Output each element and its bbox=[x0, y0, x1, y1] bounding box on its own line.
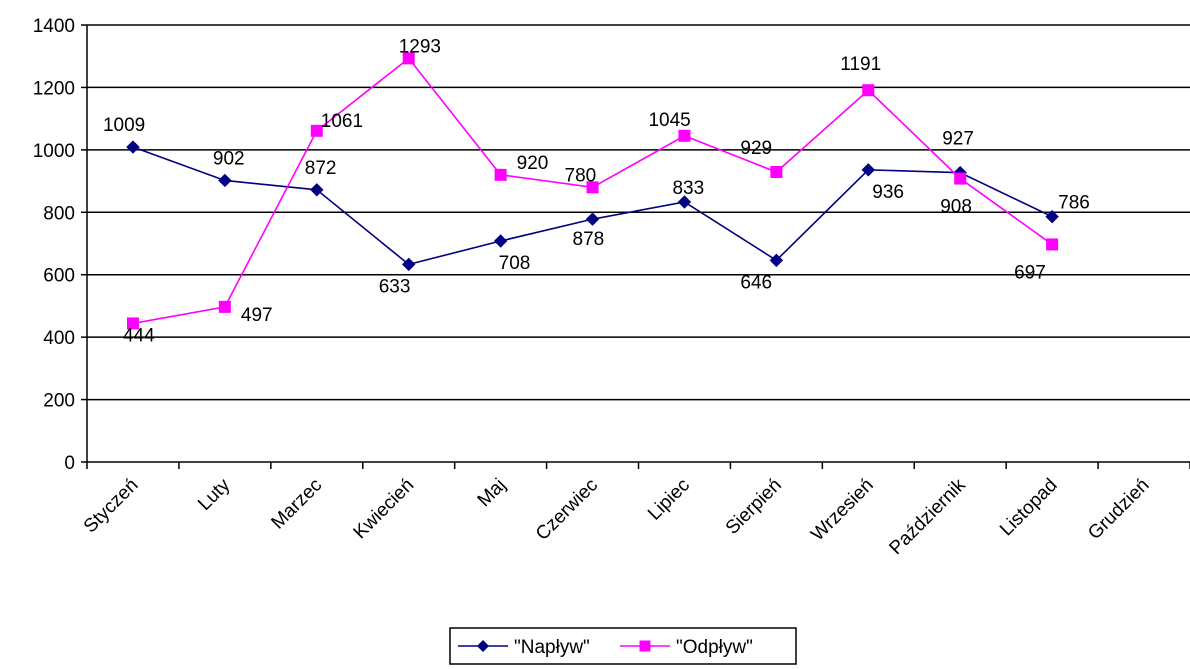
data-label: 833 bbox=[672, 178, 704, 199]
legend-entry: "Odpływ" bbox=[676, 637, 753, 658]
point-1-4 bbox=[494, 168, 507, 181]
x-tick-label: Wrzesień bbox=[807, 475, 878, 546]
data-label: 633 bbox=[379, 276, 411, 297]
data-label: 878 bbox=[573, 229, 605, 250]
legend-marker bbox=[639, 640, 651, 652]
point-1-10 bbox=[1046, 238, 1059, 251]
point-1-5 bbox=[586, 181, 599, 194]
point-1-1 bbox=[218, 300, 231, 313]
point-0-10 bbox=[1045, 209, 1059, 224]
y-tick-label: 0 bbox=[64, 453, 75, 474]
y-tick-label: 600 bbox=[43, 266, 75, 287]
y-tick-label: 1400 bbox=[33, 16, 75, 37]
data-labels: 1009 902 872 633 708 878 833 646 936 927 786 444 497… bbox=[103, 36, 1090, 346]
point-1-9 bbox=[954, 172, 967, 185]
point-1-3 bbox=[402, 52, 415, 65]
x-tick-label: Grudzień bbox=[1084, 475, 1153, 544]
y-tick-label: 200 bbox=[43, 391, 75, 412]
data-label: 786 bbox=[1058, 193, 1090, 214]
data-label: 708 bbox=[499, 253, 531, 274]
series-layer bbox=[126, 52, 1059, 330]
axes bbox=[81, 24, 1190, 469]
x-tick-labels: Styczeń Luty Marzec Kwiecień Maj Czerwiec Lipi… bbox=[80, 474, 1154, 559]
point-0-6 bbox=[677, 195, 692, 209]
point-1-7 bbox=[770, 166, 783, 179]
point-0-5 bbox=[585, 212, 600, 226]
data-label: 697 bbox=[1014, 262, 1046, 283]
x-tick-label: Czerwiec bbox=[532, 475, 602, 545]
x-tick-label: Maj bbox=[474, 475, 511, 512]
point-0-3 bbox=[402, 257, 416, 272]
legend: "Napływ" "Odpływ" bbox=[449, 627, 797, 665]
point-0-0 bbox=[126, 140, 140, 154]
x-tick-label: Listopad bbox=[996, 475, 1062, 541]
gridlines bbox=[87, 24, 1190, 401]
data-label: 902 bbox=[213, 148, 245, 169]
point-1-2 bbox=[310, 124, 323, 137]
data-label: 920 bbox=[517, 153, 549, 174]
data-label: 1293 bbox=[399, 36, 441, 57]
data-label: 927 bbox=[942, 129, 974, 150]
point-1-6 bbox=[678, 129, 691, 142]
x-tick-label: Luty bbox=[194, 474, 235, 515]
x-tick-label: Lipiec bbox=[644, 475, 694, 525]
point-0-1 bbox=[218, 173, 232, 188]
data-label: 872 bbox=[305, 158, 337, 179]
y-tick-label: 400 bbox=[43, 328, 75, 349]
y-tick-label: 800 bbox=[43, 203, 75, 224]
data-label: 1191 bbox=[840, 54, 881, 75]
x-tick-label: Marzec bbox=[267, 475, 326, 534]
point-1-0 bbox=[126, 317, 139, 330]
point-0-4 bbox=[493, 234, 508, 248]
data-label: 936 bbox=[872, 182, 904, 203]
y-tick-labels: 0 200 400 600 800 1000 1200 1400 bbox=[33, 16, 75, 474]
data-label: 646 bbox=[740, 272, 772, 293]
legend-entry: "Napływ" bbox=[514, 637, 590, 658]
y-tick-label: 1000 bbox=[33, 141, 75, 162]
point-1-8 bbox=[862, 84, 875, 97]
x-tick-label: Sierpień bbox=[722, 475, 786, 539]
point-0-2 bbox=[310, 183, 324, 197]
data-label: 1009 bbox=[103, 115, 145, 136]
point-0-8 bbox=[861, 163, 875, 177]
data-label: 929 bbox=[740, 138, 772, 159]
x-tick-label: Październik bbox=[885, 474, 970, 559]
point-0-7 bbox=[769, 253, 784, 268]
data-label: 908 bbox=[940, 197, 972, 218]
data-label: 780 bbox=[565, 165, 597, 186]
data-label: 1045 bbox=[648, 110, 690, 131]
data-label: 497 bbox=[241, 305, 273, 326]
x-tick-label: Styczeń bbox=[80, 475, 143, 538]
legend-marker bbox=[477, 640, 489, 652]
y-tick-label: 1200 bbox=[33, 78, 75, 99]
data-label: 1061 bbox=[321, 111, 363, 132]
x-tick-label: Kwiecień bbox=[350, 475, 419, 544]
data-label: 444 bbox=[123, 325, 155, 346]
